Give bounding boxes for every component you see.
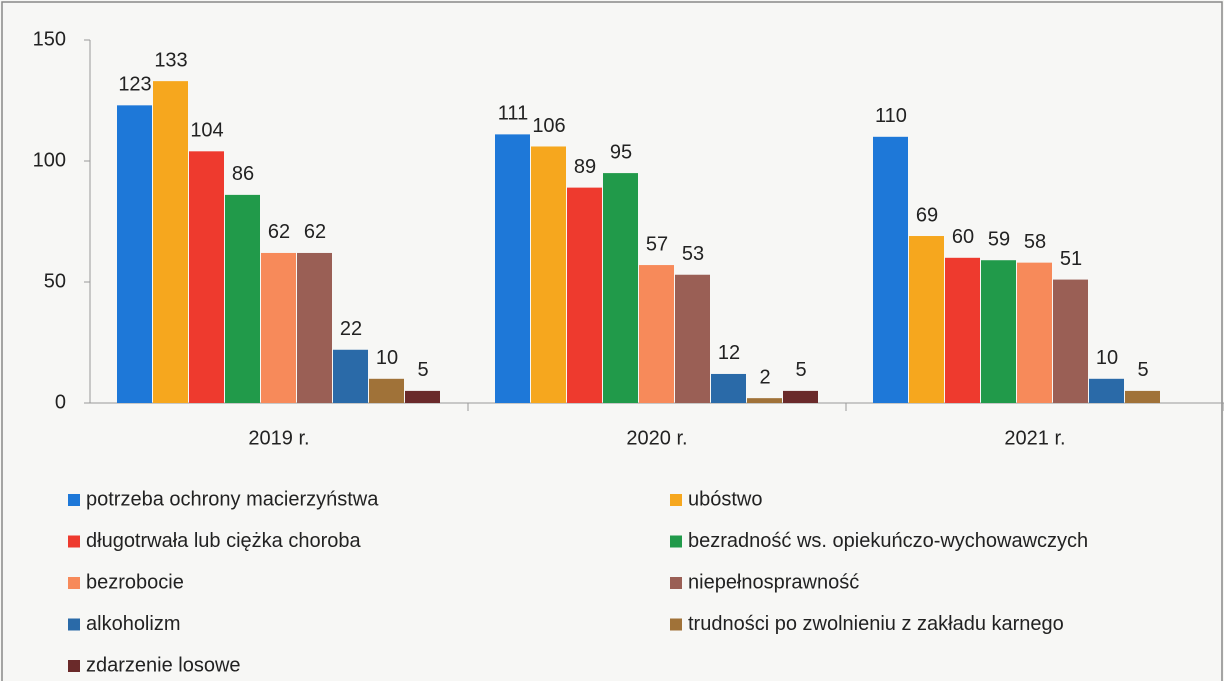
bar: [711, 373, 746, 403]
legend-label: trudności po zwolnieniu z zakładu karneg…: [688, 613, 1064, 635]
data-label: 95: [610, 141, 632, 163]
bar: [783, 390, 818, 403]
bar: [1053, 279, 1088, 403]
legend-label: ubóstwo: [688, 488, 763, 510]
data-label: 10: [1096, 347, 1118, 369]
bar: [369, 378, 404, 403]
data-label: 106: [532, 115, 565, 137]
bar: [297, 252, 332, 403]
data-label: 86: [232, 163, 254, 185]
y-tick-label: 50: [44, 270, 66, 292]
bar: [117, 105, 152, 403]
bar: [153, 81, 188, 403]
bar: [945, 257, 980, 403]
legend-label: zdarzenie losowe: [86, 654, 241, 676]
data-label: 10: [376, 347, 398, 369]
legend-swatch: [670, 577, 682, 589]
data-label: 60: [952, 226, 974, 248]
data-label: 110: [875, 105, 907, 127]
bar: [909, 236, 944, 403]
data-label: 62: [304, 221, 326, 243]
bar: [603, 173, 638, 403]
data-label: 59: [988, 229, 1010, 251]
legend-label: potrzeba ochrony macierzyństwa: [86, 488, 379, 510]
bar: [567, 187, 602, 403]
bar: [189, 151, 224, 403]
data-label: 12: [718, 342, 740, 364]
legend-swatch: [68, 535, 80, 548]
data-label: 69: [916, 204, 938, 226]
bar: [1017, 262, 1052, 403]
legend-swatch: [68, 494, 80, 506]
legend-swatch: [670, 494, 682, 506]
legend-label: niepełnosprawność: [688, 571, 859, 593]
bar: [981, 260, 1016, 403]
data-label: 5: [1137, 359, 1148, 381]
bar: [225, 194, 260, 403]
data-label: 123: [118, 74, 151, 96]
data-label: 89: [574, 156, 596, 178]
bar: [405, 390, 440, 403]
legend-label: długotrwała lub ciężka choroba: [86, 530, 361, 552]
bar: [747, 398, 782, 403]
legend-label: bezradność ws. opiekuńczo-wychowawczych: [688, 530, 1088, 552]
data-label: 62: [268, 221, 290, 243]
bar: [639, 265, 674, 403]
data-label: 22: [340, 318, 362, 340]
bar: [261, 252, 296, 403]
bar: [333, 349, 368, 403]
data-label: 51: [1060, 248, 1082, 270]
data-label: 58: [1024, 231, 1046, 253]
legend-label: bezrobocie: [86, 571, 184, 593]
legend-swatch: [68, 618, 80, 631]
data-label: 111: [498, 103, 528, 125]
x-tick-label: 2021 r.: [1004, 427, 1065, 449]
x-tick-label: 2020 r.: [626, 427, 687, 449]
data-label: 53: [682, 243, 704, 265]
data-label: 133: [154, 49, 187, 71]
data-label: 5: [417, 359, 428, 381]
bar: [675, 274, 710, 403]
y-tick-label: 150: [33, 28, 66, 50]
legend-swatch: [670, 618, 682, 631]
data-label: 2: [759, 366, 770, 388]
bar: [1125, 390, 1160, 403]
legend-label: alkoholizm: [86, 613, 180, 635]
y-tick-label: 0: [55, 391, 66, 413]
data-label: 104: [190, 120, 223, 142]
bar: [873, 136, 908, 404]
bar: [1089, 378, 1124, 403]
legend-swatch: [68, 660, 80, 672]
legend-swatch: [68, 577, 80, 589]
bar: [495, 134, 530, 403]
data-label: 5: [795, 359, 806, 381]
legend-swatch: [670, 535, 682, 548]
bar: [531, 146, 566, 404]
y-tick-label: 100: [33, 149, 66, 171]
x-tick-label: 2019 r.: [248, 427, 309, 449]
data-label: 57: [646, 233, 668, 255]
